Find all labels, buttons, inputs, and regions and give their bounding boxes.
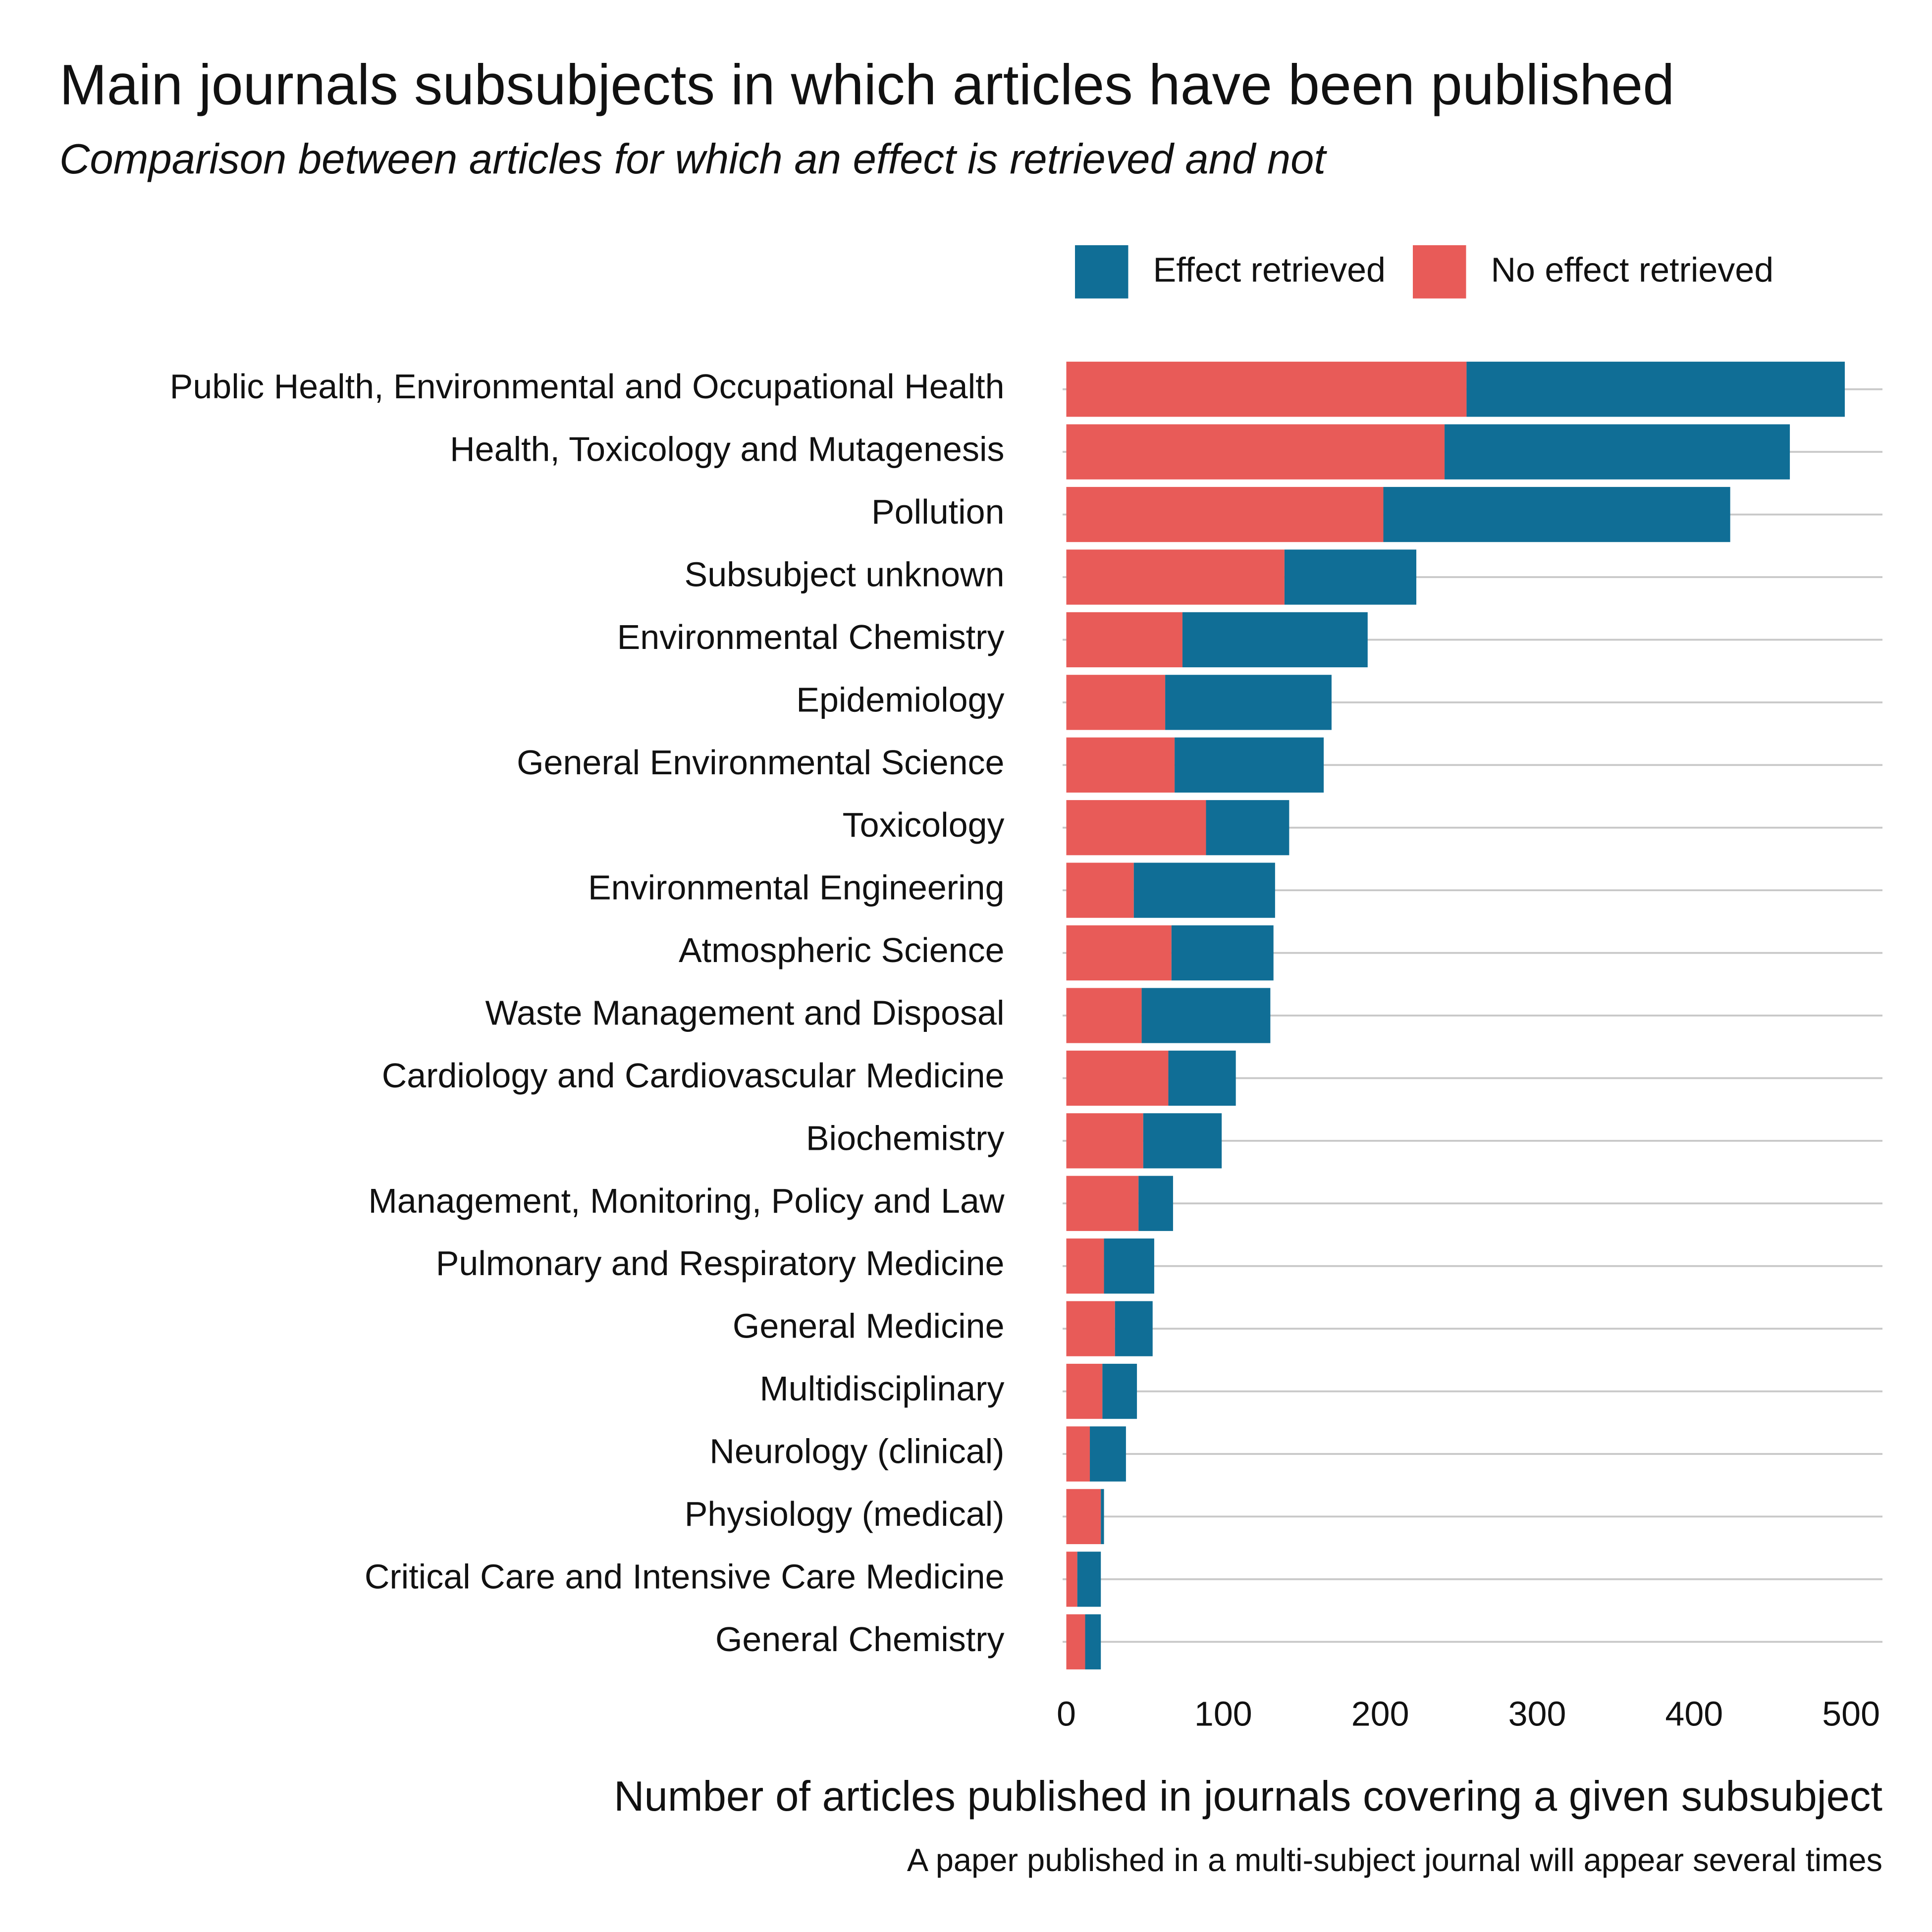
y-tick-label: General Chemistry	[715, 1620, 1005, 1659]
y-tick-label: Health, Toxicology and Mutagenesis	[450, 430, 1004, 469]
bar-segment	[1066, 1113, 1143, 1169]
bar-segment	[1066, 1552, 1077, 1607]
bar-segment	[1066, 1176, 1139, 1231]
bar-segment	[1104, 1238, 1154, 1294]
bar-segment	[1143, 1113, 1222, 1169]
bar-segment	[1175, 737, 1324, 793]
y-tick-label: Waste Management and Disposal	[485, 993, 1005, 1032]
bar-segment	[1102, 1363, 1137, 1419]
y-tick-label: Environmental Engineering	[588, 868, 1005, 907]
bar-segment	[1141, 988, 1271, 1043]
bar-segment	[1115, 1301, 1153, 1356]
bar-segment	[1066, 988, 1142, 1043]
x-tick-label: 400	[1665, 1694, 1723, 1733]
bar-segment	[1066, 549, 1285, 605]
bar-segment	[1171, 925, 1274, 981]
y-tick-label: Management, Monitoring, Policy and Law	[368, 1181, 1004, 1220]
bar-segment	[1168, 1050, 1236, 1106]
y-tick-label: Toxicology	[843, 805, 1005, 844]
bar-segment	[1066, 925, 1172, 981]
bar-segment	[1085, 1614, 1101, 1669]
x-tick-label: 200	[1351, 1694, 1409, 1733]
y-tick-label: Biochemistry	[806, 1119, 1005, 1157]
y-tick-label: Pulmonary and Respiratory Medicine	[436, 1244, 1005, 1283]
bar-segment	[1101, 1489, 1104, 1545]
bar-segment	[1066, 362, 1467, 417]
y-tick-label: Cardiology and Cardiovascular Medicine	[382, 1056, 1005, 1095]
bar-segment	[1066, 675, 1166, 730]
y-tick-label: Public Health, Environmental and Occupat…	[170, 367, 1005, 406]
bar-segment	[1445, 424, 1790, 480]
bar-segment	[1206, 800, 1289, 856]
bar-segment	[1066, 424, 1445, 480]
y-tick-label: Environmental Chemistry	[617, 618, 1005, 656]
legend-label: Effect retrieved	[1153, 250, 1386, 289]
bar-segment	[1182, 612, 1368, 668]
bar-segment	[1066, 1489, 1101, 1545]
x-tick-label: 100	[1194, 1694, 1252, 1733]
y-tick-label: Physiology (medical)	[685, 1495, 1005, 1533]
bar-segment	[1090, 1426, 1126, 1482]
bar-segment	[1133, 862, 1275, 918]
bar-segment	[1066, 737, 1175, 793]
y-tick-label: Epidemiology	[796, 680, 1004, 719]
bar-segment	[1466, 362, 1845, 417]
y-tick-label: Subsubject unknown	[685, 555, 1005, 593]
y-tick-label: Pollution	[871, 492, 1005, 531]
y-tick-label: Neurology (clinical)	[709, 1432, 1004, 1470]
bar-segment	[1066, 1238, 1104, 1294]
y-tick-label: Critical Care and Intensive Care Medicin…	[365, 1557, 1005, 1596]
bar-segment	[1066, 800, 1206, 856]
bar-segment	[1066, 1301, 1115, 1356]
y-tick-label: Multidisciplinary	[759, 1369, 1004, 1408]
bar-segment	[1284, 549, 1417, 605]
y-tick-label: General Medicine	[733, 1307, 1005, 1345]
chart-subtitle: Comparison between articles for which an…	[59, 136, 1327, 183]
chart-title: Main journals subsubjects in which artic…	[59, 53, 1674, 116]
bar-segment	[1077, 1552, 1101, 1607]
bar-segment	[1138, 1176, 1173, 1231]
x-tick-label: 300	[1508, 1694, 1566, 1733]
x-tick-label: 500	[1822, 1694, 1880, 1733]
legend-swatch	[1075, 245, 1128, 299]
bar-segment	[1066, 612, 1182, 668]
bar-segment	[1066, 1614, 1085, 1669]
bar-segment	[1066, 1050, 1169, 1106]
x-axis-title: Number of articles published in journals…	[614, 1773, 1882, 1820]
bar-segment	[1383, 486, 1730, 542]
bar-segment	[1066, 1363, 1103, 1419]
y-tick-label: General Environmental Science	[517, 743, 1004, 782]
caption: A paper published in a multi-subject jou…	[907, 1842, 1882, 1878]
bar-segment	[1165, 675, 1332, 730]
x-tick-label: 0	[1057, 1694, 1076, 1733]
bar-segment	[1066, 1426, 1090, 1482]
bar-segment	[1066, 862, 1134, 918]
legend-label: No effect retrieved	[1491, 250, 1774, 289]
y-tick-label: Atmospheric Science	[679, 931, 1005, 969]
bar-segment	[1066, 486, 1384, 542]
legend-swatch	[1413, 245, 1466, 299]
